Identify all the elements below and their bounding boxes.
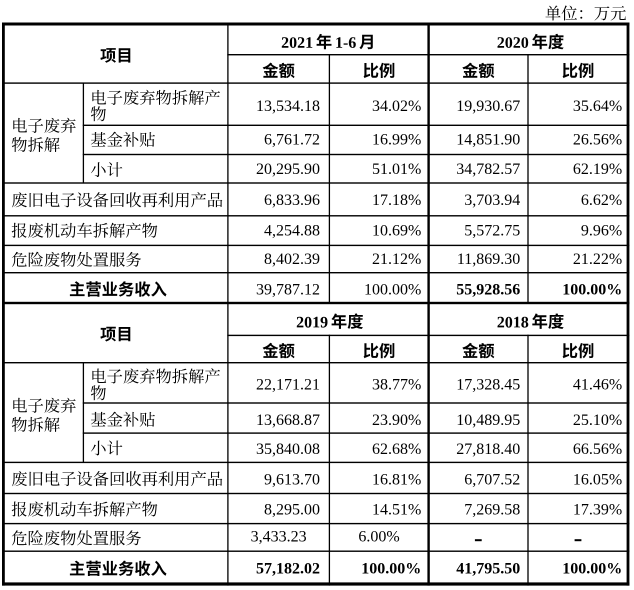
svg-text:6,761.72: 6,761.72 xyxy=(264,131,320,148)
svg-text:66.56%: 66.56% xyxy=(573,441,622,458)
svg-text:16.99%: 16.99% xyxy=(372,131,421,148)
svg-text:11,869.30: 11,869.30 xyxy=(457,251,520,268)
svg-text:34.02%: 34.02% xyxy=(372,98,421,115)
svg-text:6.00%: 6.00% xyxy=(358,528,399,545)
svg-text:26.56%: 26.56% xyxy=(573,131,622,148)
svg-text:62.68%: 62.68% xyxy=(372,441,421,458)
svg-text:23.90%: 23.90% xyxy=(372,412,421,429)
svg-text:35,840.08: 35,840.08 xyxy=(256,441,320,458)
svg-text:17,328.45: 17,328.45 xyxy=(456,377,520,394)
svg-text:100.00%: 100.00% xyxy=(562,560,622,577)
svg-text:9,613.70: 9,613.70 xyxy=(264,472,320,489)
svg-text:100.00%: 100.00% xyxy=(364,281,421,298)
svg-text:100.00%: 100.00% xyxy=(562,281,622,298)
svg-text:16.81%: 16.81% xyxy=(372,472,421,489)
svg-text:55,928.56: 55,928.56 xyxy=(456,281,520,298)
svg-text:10.69%: 10.69% xyxy=(372,222,421,239)
svg-text:27,818.40: 27,818.40 xyxy=(456,441,520,458)
svg-text:3,703.94: 3,703.94 xyxy=(464,192,520,209)
svg-text:21.22%: 21.22% xyxy=(573,251,622,268)
svg-text:17.18%: 17.18% xyxy=(372,192,421,209)
svg-text:100.00%: 100.00% xyxy=(361,560,421,577)
svg-text:38.77%: 38.77% xyxy=(372,377,421,394)
svg-text:8,402.39: 8,402.39 xyxy=(264,251,320,268)
svg-text:14.51%: 14.51% xyxy=(372,502,421,519)
svg-text:5,572.75: 5,572.75 xyxy=(464,222,520,239)
svg-text:9.96%: 9.96% xyxy=(581,222,622,239)
svg-text:62.19%: 62.19% xyxy=(573,161,622,178)
svg-text:4,254.88: 4,254.88 xyxy=(264,222,320,239)
svg-text:25.10%: 25.10% xyxy=(573,412,622,429)
svg-text:7,269.58: 7,269.58 xyxy=(464,502,520,519)
svg-text:51.01%: 51.01% xyxy=(372,161,421,178)
svg-text:6,833.96: 6,833.96 xyxy=(264,192,320,209)
svg-text:20,295.90: 20,295.90 xyxy=(256,161,320,178)
svg-text:57,182.02: 57,182.02 xyxy=(256,560,320,577)
svg-text:8,295.00: 8,295.00 xyxy=(264,502,320,519)
svg-text:13,668.87: 13,668.87 xyxy=(256,412,320,429)
svg-text:19,930.67: 19,930.67 xyxy=(456,98,520,115)
svg-text:3,433.23: 3,433.23 xyxy=(251,528,307,545)
svg-text:14,851.90: 14,851.90 xyxy=(456,131,520,148)
svg-text:34,782.57: 34,782.57 xyxy=(456,161,520,178)
svg-text:10,489.95: 10,489.95 xyxy=(456,412,520,429)
svg-text:22,171.21: 22,171.21 xyxy=(256,377,320,394)
svg-text:41.46%: 41.46% xyxy=(573,377,622,394)
svg-text:35.64%: 35.64% xyxy=(573,98,622,115)
svg-text:39,787.12: 39,787.12 xyxy=(256,281,320,298)
svg-text:13,534.18: 13,534.18 xyxy=(256,98,320,115)
svg-text:6,707.52: 6,707.52 xyxy=(464,472,520,489)
svg-text:21.12%: 21.12% xyxy=(372,251,421,268)
svg-text:41,795.50: 41,795.50 xyxy=(456,560,520,577)
svg-text:17.39%: 17.39% xyxy=(573,502,622,519)
svg-text:16.05%: 16.05% xyxy=(573,472,622,489)
svg-text:6.62%: 6.62% xyxy=(581,192,622,209)
